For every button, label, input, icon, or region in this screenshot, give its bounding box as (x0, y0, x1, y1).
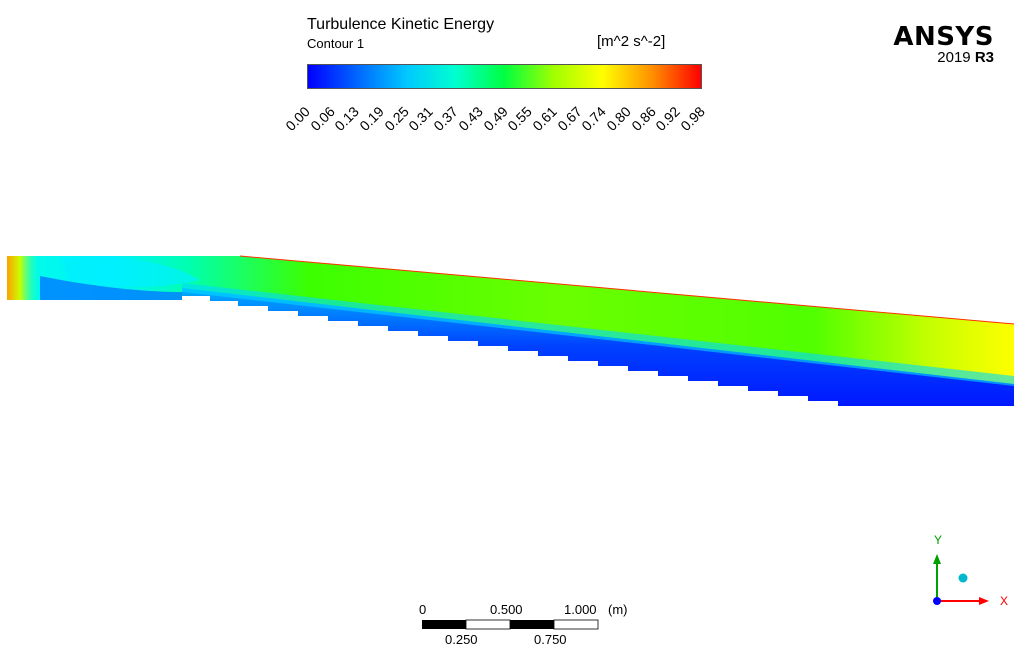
brand-release: R3 (974, 49, 994, 66)
inlet-region (7, 256, 40, 300)
near-wall-layer-main (182, 288, 1014, 406)
scale-label-0: 0 (419, 602, 427, 617)
brand-year: 2019 (937, 49, 971, 66)
near-wall-layer (40, 276, 182, 300)
brand-name: ANSYS (893, 22, 994, 52)
scale-label-500: 0.500 (490, 602, 523, 617)
y-axis-label: Y (934, 533, 943, 547)
x-axis-label: X (1000, 594, 1009, 608)
transition-band (182, 283, 1014, 386)
legend-subtitle: Contour 1 (307, 36, 365, 51)
scale-label-750: 0.750 (534, 632, 567, 647)
scale-label-250: 0.250 (445, 632, 478, 647)
colorbar (307, 64, 702, 89)
brand-version: 2019 R3 (893, 50, 994, 66)
scale-label-1000: 1.000 (564, 602, 597, 617)
free-surface (239, 255, 1015, 325)
ansys-logo: ANSYS 2019 R3 (893, 24, 994, 66)
legend-title: Turbulence Kinetic Energy (307, 16, 495, 33)
scale-unit: (m) (608, 602, 628, 617)
upstream-pocket (60, 256, 200, 287)
legend-unit: [m^2 s^-2] (597, 33, 666, 50)
